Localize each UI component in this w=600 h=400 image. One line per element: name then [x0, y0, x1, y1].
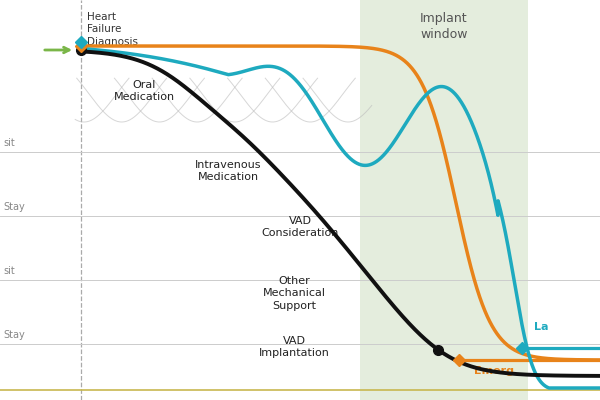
Text: VAD
Consideration: VAD Consideration — [262, 216, 338, 238]
Text: Intravenous
Medication: Intravenous Medication — [195, 160, 261, 182]
Text: sit: sit — [3, 138, 15, 148]
Text: Heart
Failure
Diagnosis: Heart Failure Diagnosis — [87, 12, 138, 47]
Bar — [360, 0, 528, 400]
Text: sit: sit — [3, 266, 15, 276]
Text: Stay: Stay — [3, 202, 25, 212]
Text: Stay: Stay — [3, 330, 25, 340]
Text: Oral
Medication: Oral Medication — [113, 80, 175, 102]
Text: Implant
window: Implant window — [420, 12, 468, 41]
Text: Emerg: Emerg — [474, 366, 514, 376]
Text: La: La — [534, 322, 548, 332]
Text: VAD
Implantation: VAD Implantation — [259, 336, 329, 358]
Text: Other
Mechanical
Support: Other Mechanical Support — [263, 276, 325, 311]
